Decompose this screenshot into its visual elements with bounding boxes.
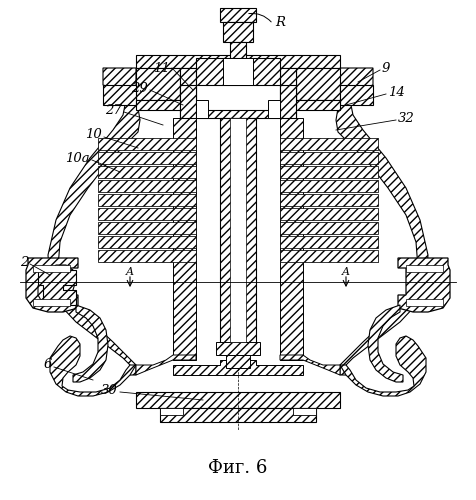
Polygon shape	[98, 166, 196, 178]
Polygon shape	[340, 85, 373, 105]
Polygon shape	[50, 336, 136, 396]
Polygon shape	[406, 299, 443, 306]
Polygon shape	[280, 236, 378, 248]
Text: 32: 32	[398, 112, 415, 124]
Polygon shape	[136, 392, 340, 408]
Polygon shape	[280, 355, 340, 375]
Polygon shape	[38, 278, 63, 305]
Polygon shape	[33, 265, 70, 272]
Polygon shape	[38, 270, 76, 305]
Polygon shape	[136, 100, 180, 110]
Polygon shape	[216, 342, 260, 355]
Text: 2: 2	[20, 256, 28, 268]
Polygon shape	[280, 85, 296, 118]
Polygon shape	[336, 68, 428, 375]
Polygon shape	[280, 68, 296, 100]
Polygon shape	[293, 408, 316, 415]
Polygon shape	[280, 194, 378, 206]
Polygon shape	[98, 236, 196, 248]
Polygon shape	[280, 166, 378, 178]
Polygon shape	[406, 265, 443, 272]
Polygon shape	[48, 68, 140, 375]
Text: A: A	[342, 267, 350, 277]
Text: 10a: 10a	[65, 152, 90, 164]
Text: 11: 11	[153, 62, 170, 74]
Polygon shape	[398, 258, 450, 312]
Polygon shape	[98, 138, 196, 150]
Text: Фиг. 6: Фиг. 6	[208, 459, 268, 477]
Text: 10: 10	[85, 128, 102, 141]
Polygon shape	[98, 194, 196, 206]
Text: A: A	[126, 267, 134, 277]
Polygon shape	[98, 250, 196, 262]
Polygon shape	[230, 42, 246, 58]
Polygon shape	[280, 118, 303, 360]
Polygon shape	[196, 58, 280, 85]
Text: R: R	[275, 16, 285, 28]
Text: 9: 9	[382, 62, 390, 74]
Polygon shape	[196, 100, 208, 118]
Polygon shape	[44, 265, 76, 302]
Text: 29: 29	[131, 82, 148, 94]
Polygon shape	[180, 68, 196, 100]
Polygon shape	[26, 258, 78, 312]
Polygon shape	[73, 305, 108, 382]
Polygon shape	[180, 85, 196, 118]
Text: 27: 27	[105, 104, 122, 117]
Polygon shape	[136, 355, 196, 375]
Polygon shape	[230, 118, 246, 342]
Polygon shape	[173, 118, 196, 360]
Polygon shape	[160, 408, 183, 415]
Polygon shape	[296, 100, 340, 110]
Polygon shape	[136, 68, 180, 100]
Polygon shape	[98, 152, 196, 164]
Polygon shape	[368, 305, 403, 382]
Polygon shape	[280, 180, 378, 192]
Text: 30: 30	[101, 384, 118, 396]
Polygon shape	[280, 138, 378, 150]
Polygon shape	[226, 355, 250, 368]
Polygon shape	[220, 118, 256, 350]
Text: 14: 14	[388, 86, 405, 98]
Polygon shape	[340, 336, 426, 396]
Polygon shape	[33, 299, 70, 306]
Polygon shape	[223, 58, 253, 85]
Polygon shape	[173, 360, 303, 375]
Polygon shape	[136, 55, 340, 68]
Polygon shape	[280, 152, 378, 164]
Polygon shape	[280, 250, 378, 262]
Polygon shape	[223, 22, 253, 42]
Polygon shape	[220, 8, 256, 22]
Polygon shape	[98, 222, 196, 234]
Polygon shape	[280, 222, 378, 234]
Polygon shape	[98, 180, 196, 192]
Polygon shape	[268, 100, 280, 118]
Polygon shape	[160, 408, 316, 422]
Text: 6: 6	[44, 358, 52, 372]
Polygon shape	[103, 85, 136, 105]
Polygon shape	[280, 208, 378, 220]
Polygon shape	[296, 68, 340, 100]
Polygon shape	[180, 110, 296, 118]
Polygon shape	[98, 208, 196, 220]
